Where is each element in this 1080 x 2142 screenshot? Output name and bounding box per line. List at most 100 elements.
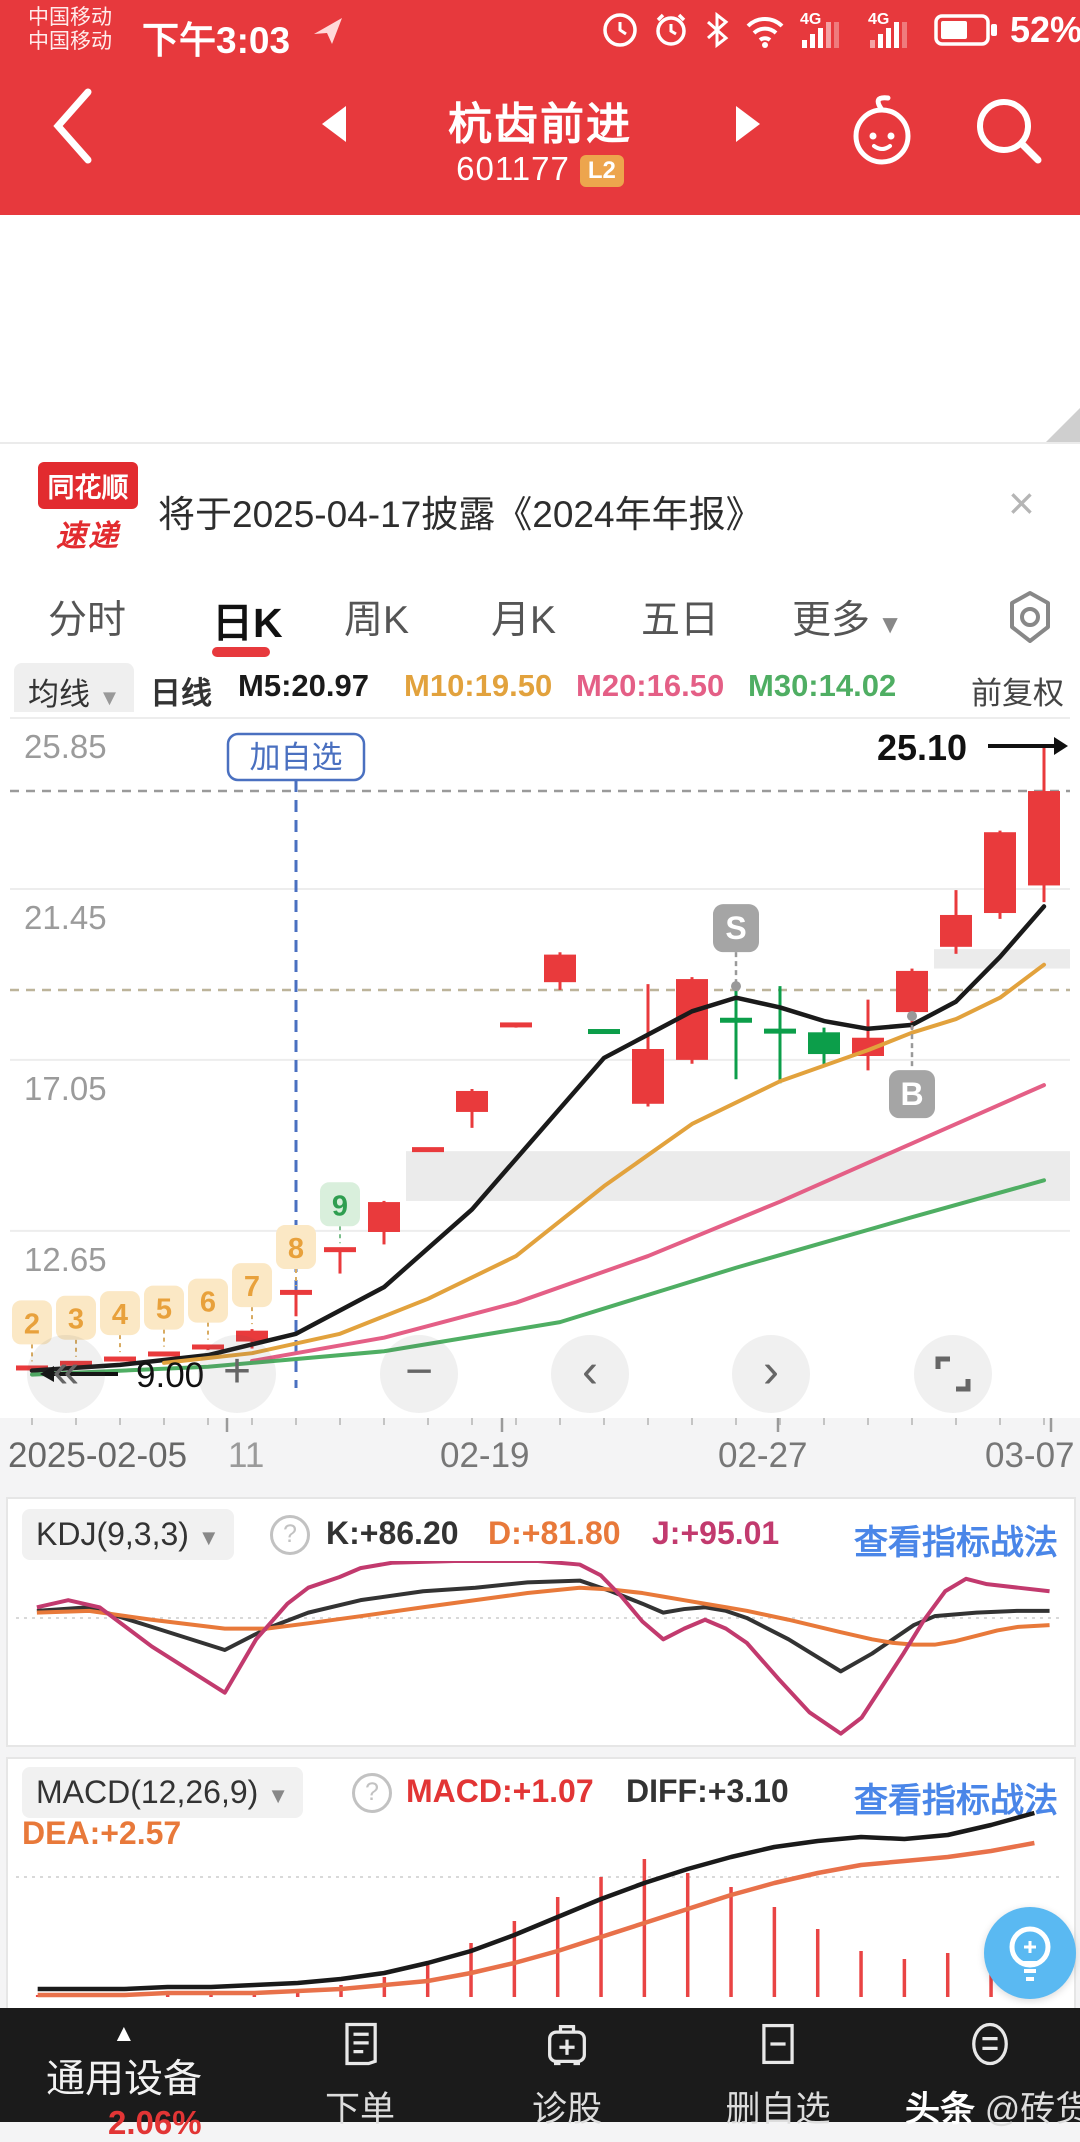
ths-express-text: 速递 — [56, 520, 120, 553]
macd-params-dropdown[interactable]: MACD(12,26,9) ▼ — [22, 1767, 303, 1818]
board-badge-9: 9 — [320, 1182, 360, 1227]
tab-五日[interactable]: 五日 — [641, 599, 720, 642]
status-time: 下午3:03 — [142, 20, 291, 61]
battery-percent: 52% — [1010, 9, 1080, 50]
nav-item-order[interactable]: 下单 — [305, 2018, 415, 2132]
tab-周K[interactable]: 周K — [344, 599, 410, 642]
kdj-params: KDJ(9,3,3) — [36, 1516, 189, 1552]
gear-icon[interactable] — [998, 585, 1062, 649]
date-label: 03-07 — [985, 1436, 1075, 1475]
ma10-value: M10:19.50 — [404, 668, 553, 703]
alarm-icon — [656, 13, 686, 46]
nav-label: 删自选 — [725, 2090, 831, 2129]
board-badge-5: 5 — [144, 1285, 184, 1330]
active-tab-underline — [212, 647, 270, 657]
back-icon[interactable] — [42, 84, 102, 168]
board-badge-7: 7 — [232, 1263, 272, 1308]
stock-code-row: 601177 L2 — [0, 150, 1080, 188]
carrier-labels: 中国移动 中国移动 — [28, 6, 112, 54]
nav-label: 诊股 — [531, 2090, 602, 2129]
carrier-1: 中国移动 — [28, 6, 112, 29]
ths-express-logo: 同花顺 速递 — [38, 462, 138, 555]
help-icon[interactable]: ? — [270, 1515, 310, 1555]
high-price-label: 25.10 — [877, 727, 967, 768]
next-stock-icon[interactable] — [736, 106, 760, 142]
svg-text:加自选: 加自选 — [250, 740, 343, 775]
svg-text:4G: 4G — [800, 11, 821, 28]
wifi-icon — [746, 16, 784, 48]
nav-item-remove-watchlist[interactable]: 删自选 — [708, 2018, 848, 2132]
ma-period: 日线 — [150, 676, 212, 711]
ths-logo-text: 同花顺 — [38, 462, 138, 509]
chevron-down-icon: ▼ — [870, 609, 903, 639]
scroll-left-button[interactable]: ‹ — [551, 1335, 629, 1413]
signal-4g-icon: 4G — [800, 11, 839, 48]
tab-分时[interactable]: 分时 — [48, 599, 127, 642]
svg-text:8: 8 — [288, 1233, 304, 1265]
svg-text:9: 9 — [332, 1190, 348, 1222]
quote-panel[interactable]: 23.97 1.06 4.63% 高 低 开 25.10 21.11 21.54… — [0, 215, 1080, 638]
chevron-down-icon: ▼ — [267, 1783, 289, 1808]
scroll-left-fast-button[interactable]: « — [27, 1335, 105, 1413]
ma-mode-dropdown[interactable]: 均线 ▼ — [14, 663, 135, 720]
chart-tabs: 分时 日K 周K 月K 五日 更多 ▼ — [0, 567, 1080, 660]
order-form-icon — [345, 2022, 377, 2066]
nav-item-diagnose[interactable]: 诊股 — [512, 2018, 622, 2132]
remove-watchlist-icon — [762, 2023, 794, 2065]
nav-label: 下单 — [324, 2090, 395, 2129]
zoom-out-button[interactable]: − — [380, 1335, 458, 1413]
nav-item-toutiao[interactable]: 头条 @砖货美老 — [905, 2018, 1080, 2132]
date-axis: 2025-02-05 11 02-19 02-27 03-07 — [0, 1418, 1080, 1497]
macd-canvas — [16, 1803, 1060, 2003]
adjust-mode[interactable]: 前复权 — [971, 676, 1064, 711]
candlestick-chart[interactable]: 25.85 21.45 17.05 12.65 加自选 2 3 4 5 6 7 8 9 S B 25.10 9.… — [0, 712, 1080, 1418]
kdj-strategy-link[interactable]: 查看指标战法 — [854, 1524, 1058, 1562]
close-icon[interactable]: × — [1008, 477, 1035, 529]
signal-4g-icon-2: 4G — [868, 11, 907, 48]
search-icon[interactable] — [968, 90, 1048, 170]
scroll-right-button[interactable]: › — [732, 1335, 810, 1413]
sector-expand-icon[interactable]: ▲ — [112, 2020, 136, 2047]
dea-value: DEA:+2.57 — [22, 1815, 182, 1851]
svg-text:5: 5 — [156, 1294, 172, 1326]
l2-badge[interactable]: L2 — [579, 155, 624, 187]
banner-message[interactable]: 将于2025-04-17披露《2024年年报》 — [158, 494, 763, 535]
board-badge-2: 2 — [12, 1300, 52, 1345]
low-price-label: 9.00 — [136, 1356, 204, 1395]
lightbulb-fab[interactable] — [984, 1907, 1076, 1999]
diff-value: DIFF:+3.10 — [626, 1773, 789, 1809]
sector-change: 2.06% — [108, 2104, 202, 2141]
status-icons: 4G 4G 52% — [590, 8, 1080, 52]
date-label: 02-27 — [718, 1436, 808, 1475]
robot-assistant-icon[interactable] — [842, 90, 922, 170]
toutiao-icon — [972, 2022, 1008, 2066]
expand-corner-icon[interactable] — [1046, 408, 1080, 442]
prev-stock-icon[interactable] — [322, 106, 346, 142]
tab-更多[interactable]: 更多 ▼ — [792, 599, 903, 642]
candlestick-canvas[interactable]: 25.85 21.45 17.05 12.65 加自选 2 3 4 5 6 789 S B 25.10 9.… — [10, 712, 1070, 1418]
signal-marker-B: B — [889, 1011, 935, 1119]
tab-日K[interactable]: 日K — [212, 600, 283, 646]
chevron-down-icon: ▼ — [197, 1525, 220, 1550]
kdj-j-value: J:+95.01 — [652, 1515, 780, 1551]
date-label: 2025-02-05 — [8, 1436, 188, 1475]
help-icon[interactable]: ? — [352, 1773, 392, 1813]
toutiao-handle: @砖货美老 — [984, 2090, 1080, 2129]
board-badge-8: 8 — [276, 1225, 316, 1270]
news-banner[interactable]: 同花顺 速递 将于2025-04-17披露《2024年年报》 × — [0, 442, 1080, 571]
bottom-nav: ▲ 通用设备 2.06% 下单 诊股 删自选 头条 @砖货美老 — [0, 2008, 1080, 2141]
fullscreen-button[interactable] — [914, 1335, 992, 1413]
tab-月K[interactable]: 月K — [491, 599, 557, 642]
add-watchlist-button[interactable]: 加自选 — [226, 732, 366, 782]
kdj-params-dropdown[interactable]: KDJ(9,3,3) ▼ — [22, 1509, 234, 1560]
sector-name[interactable]: 通用设备 — [46, 2058, 203, 2101]
zoom-in-button[interactable]: + — [198, 1335, 276, 1413]
status-bar: 中国移动 中国移动 下午3:03 — [0, 0, 1080, 62]
bluetooth-icon — [707, 11, 729, 49]
ma-mode-label: 均线 — [28, 677, 90, 712]
macd-panel[interactable]: MACD(12,26,9) ▼ ? MACD:+1.07 DIFF:+3.10 … — [6, 1757, 1076, 2010]
title-row: 杭齿前进 601177 L2 — [0, 62, 1080, 215]
ma5-value: M5:20.97 — [238, 668, 369, 703]
kdj-canvas — [16, 1561, 1060, 1739]
kdj-panel[interactable]: KDJ(9,3,3) ▼ ? K:+86.20 D:+81.80 J:+95.0… — [6, 1497, 1076, 1747]
